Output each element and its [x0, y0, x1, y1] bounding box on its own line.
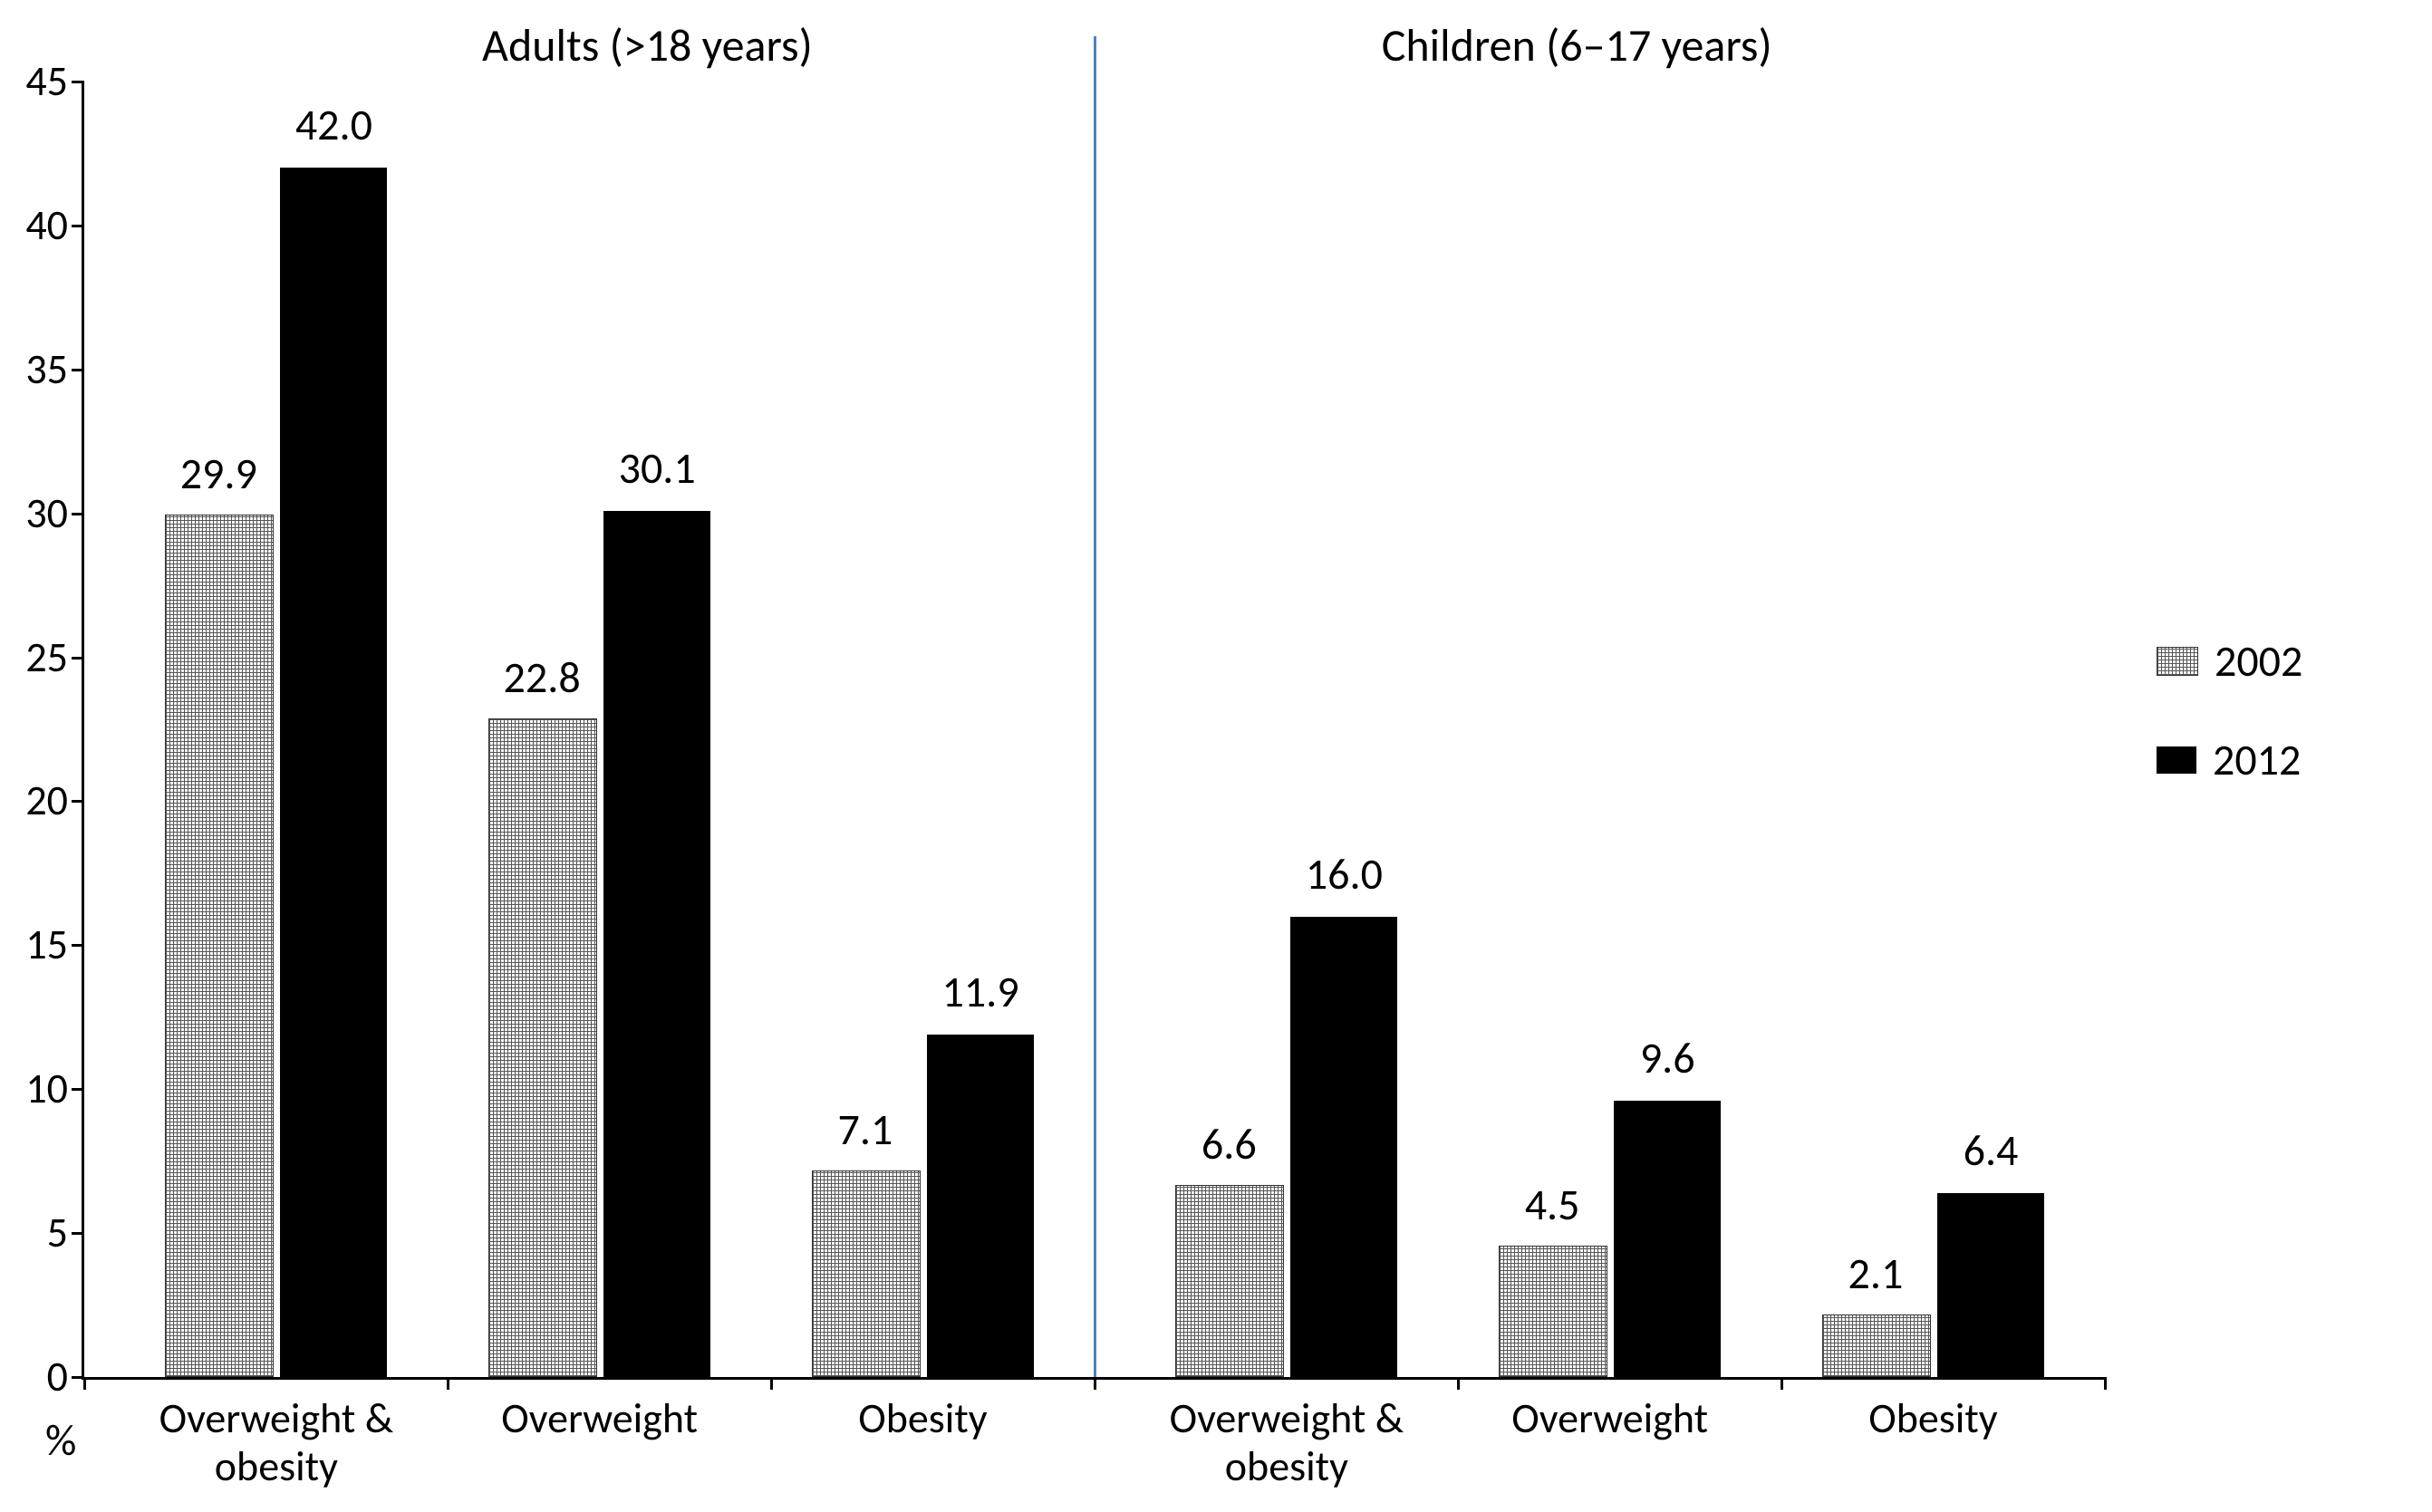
legend-label-2012: 2012 [2213, 733, 2301, 786]
bar-2002 [812, 1170, 921, 1377]
section-title-adults: Adults (>18 years) [482, 18, 813, 73]
y-tick-label: 45 [25, 56, 84, 107]
x-tick-mark [447, 1377, 449, 1390]
legend-item-2012: 2012 [2157, 733, 2302, 786]
category-label: Overweight &obesity [1170, 1395, 1404, 1491]
y-tick-label: 30 [25, 488, 84, 539]
bar-2002 [1175, 1185, 1284, 1377]
y-tick-label: 25 [25, 632, 84, 683]
bar-2012 [1290, 917, 1397, 1377]
y-axis-unit-label: % [45, 1413, 76, 1467]
bar-value-2012: 42.0 [295, 98, 372, 151]
panel-divider [1094, 36, 1096, 1377]
bar-2012 [280, 168, 387, 1377]
bar-value-2002: 7.1 [838, 1103, 893, 1156]
bar-value-2012: 6.4 [1964, 1123, 2019, 1177]
bar-2002 [1499, 1246, 1607, 1377]
bar-value-2012: 30.1 [619, 441, 696, 495]
y-tick-label: 40 [25, 200, 84, 251]
bar-value-2002: 6.6 [1202, 1117, 1257, 1170]
y-tick-label: 5 [47, 1208, 84, 1258]
y-tick-label: 35 [25, 344, 84, 395]
x-tick-mark [770, 1377, 773, 1390]
y-tick-label: 20 [25, 775, 84, 826]
bar-2012 [927, 1035, 1034, 1377]
plot-area: 05101520253035404529.942.022.830.17.111.… [82, 82, 2105, 1380]
section-title-children: Children (6–17 years) [1382, 18, 1772, 73]
bar-2012 [1937, 1193, 2044, 1377]
x-tick-mark [1781, 1377, 1783, 1390]
legend-item-2002: 2002 [2157, 634, 2302, 688]
x-tick-mark [1094, 1377, 1096, 1390]
bar-2002 [1822, 1315, 1931, 1377]
bar-value-2002: 4.5 [1525, 1178, 1580, 1231]
bar-value-2002: 29.9 [180, 447, 257, 500]
y-tick-label: 0 [47, 1352, 84, 1402]
bar-2002 [488, 718, 597, 1377]
bar-2002 [165, 515, 274, 1377]
legend-swatch-2012 [2157, 746, 2196, 774]
category-label: Obesity [1868, 1395, 1997, 1443]
bar-value-2012: 11.9 [941, 965, 1018, 1018]
x-tick-mark [83, 1377, 86, 1390]
x-tick-mark [1457, 1377, 1460, 1390]
bar-value-2012: 16.0 [1306, 847, 1383, 900]
category-label: Overweight [501, 1395, 698, 1443]
prevalence-bar-chart: Adults (>18 years) Children (6–17 years)… [0, 0, 2432, 1512]
category-label: Overweight [1511, 1395, 1708, 1443]
bar-value-2002: 22.8 [504, 650, 581, 704]
x-tick-mark [2104, 1377, 2107, 1390]
legend: 2002 2012 [2157, 634, 2302, 786]
y-tick-label: 10 [25, 1064, 84, 1114]
legend-label-2002: 2002 [2215, 634, 2302, 688]
category-label: Overweight &obesity [159, 1395, 393, 1491]
bar-value-2012: 9.6 [1640, 1031, 1695, 1084]
legend-swatch-2002 [2157, 647, 2198, 676]
bar-value-2002: 2.1 [1848, 1247, 1904, 1300]
bar-2012 [603, 511, 710, 1378]
y-tick-label: 15 [25, 920, 84, 970]
bar-2012 [1614, 1101, 1721, 1377]
category-label: Obesity [858, 1395, 987, 1443]
